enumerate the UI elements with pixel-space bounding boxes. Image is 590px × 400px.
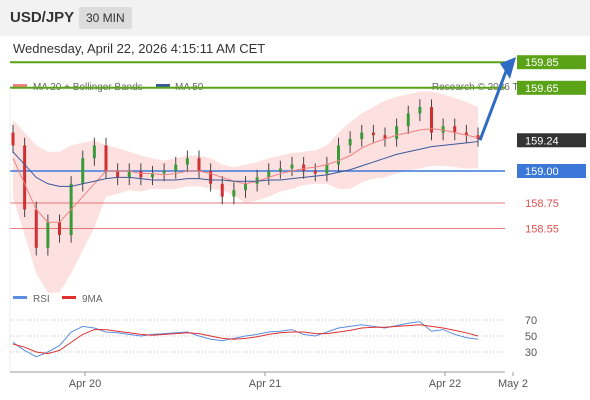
rsi9-legend-label: 9MA xyxy=(82,294,103,305)
rsi-tick-30: 30 xyxy=(525,347,537,359)
bullish-candle xyxy=(46,222,50,248)
rsi-legend-label: RSI xyxy=(33,294,50,305)
rsi-line xyxy=(12,321,479,358)
rsi-legend-swatch xyxy=(13,296,27,299)
level-label-158.55: 158.55 xyxy=(525,224,559,236)
bearish-candle xyxy=(58,222,61,235)
bearish-candle xyxy=(116,171,120,178)
rsi-tick-50: 50 xyxy=(525,331,537,343)
ma50-legend-swatch xyxy=(156,84,170,87)
rsi9-line xyxy=(12,324,479,355)
bearish-candle xyxy=(476,135,480,139)
bullish-candle xyxy=(360,132,364,139)
bearish-candle xyxy=(371,132,375,136)
bearish-candle xyxy=(383,135,387,139)
bullish-candle xyxy=(255,177,259,184)
bullish-candle xyxy=(162,171,166,174)
bullish-candle xyxy=(395,126,399,139)
bearish-candle xyxy=(197,158,201,171)
rsi-tick-70: 70 xyxy=(525,315,537,327)
bearish-candle xyxy=(313,171,317,174)
bullish-candle xyxy=(151,173,154,178)
level-label-159.65: 159.65 xyxy=(525,83,559,95)
bearish-candle xyxy=(11,132,15,146)
bullish-candle xyxy=(267,171,271,178)
time-axis: Apr 20 Apr 21 Apr 22 May 2 xyxy=(9,88,528,390)
level-label-159.24: 159.24 xyxy=(525,135,559,147)
bullish-candle xyxy=(185,158,189,165)
forecast-arrow-shaft xyxy=(478,65,510,141)
symbol-title: USD/JPY xyxy=(10,9,75,26)
bullish-candle xyxy=(348,139,352,146)
main-plot-area: 159.85 159.65 159.24 159.00 158.75 158.55 xyxy=(10,55,586,293)
rsi-legend: RSI 9MA xyxy=(13,294,103,305)
ma20-legend-swatch xyxy=(13,84,27,87)
chart-datetime: Wednesday, April 22, 2026 4:15:11 AM CET xyxy=(13,41,266,56)
bearish-candle xyxy=(34,209,38,248)
bullish-candle xyxy=(174,164,178,171)
level-label-158.75: 158.75 xyxy=(525,198,559,210)
rsi-plot-area: 70 50 30 xyxy=(10,315,537,359)
bullish-candle xyxy=(244,183,247,191)
copyright-label: Research © 2026 Trading Central xyxy=(432,82,581,93)
bullish-candle xyxy=(127,171,131,178)
bearish-candle xyxy=(464,132,468,136)
level-tag-159.65 xyxy=(517,80,586,95)
top-bar: USD/JPY 30 MIN xyxy=(0,0,590,36)
bearish-candle xyxy=(220,183,224,197)
level-tag-159.00 xyxy=(517,164,586,178)
bearish-candle xyxy=(430,107,433,133)
bearish-candle xyxy=(209,171,213,184)
x-tick-label: Apr 20 xyxy=(69,378,101,390)
bullish-candle xyxy=(278,168,282,171)
rsi9-legend-swatch xyxy=(62,296,76,299)
timeframe-button[interactable]: 30 MIN xyxy=(79,7,132,29)
bearish-candle xyxy=(453,126,457,133)
level-label-159.00: 159.00 xyxy=(525,166,559,178)
bullish-candle xyxy=(92,145,96,159)
ma50-line xyxy=(12,141,479,187)
bullish-candle xyxy=(441,126,445,133)
bullish-candle xyxy=(232,190,236,197)
bearish-candle xyxy=(104,145,108,171)
bullish-candle xyxy=(406,113,410,127)
forecast-arrow-head xyxy=(500,57,516,79)
level-tag-159.85 xyxy=(517,55,586,70)
bullish-candle xyxy=(290,164,294,169)
bullish-candle xyxy=(325,164,329,174)
bearish-candle xyxy=(23,145,27,210)
level-tag-159.24 xyxy=(517,133,586,148)
bullish-candle xyxy=(418,107,422,114)
bullish-candle xyxy=(337,145,340,165)
level-label-159.85: 159.85 xyxy=(525,57,559,69)
bearish-candle xyxy=(302,164,306,171)
ma20-line xyxy=(12,128,479,223)
bearish-candle xyxy=(139,171,143,178)
x-tick-label: Apr 22 xyxy=(429,378,461,390)
x-tick-label: May 2 xyxy=(498,378,528,390)
x-tick-label: Apr 21 xyxy=(249,378,281,390)
bullish-candle xyxy=(81,158,85,184)
